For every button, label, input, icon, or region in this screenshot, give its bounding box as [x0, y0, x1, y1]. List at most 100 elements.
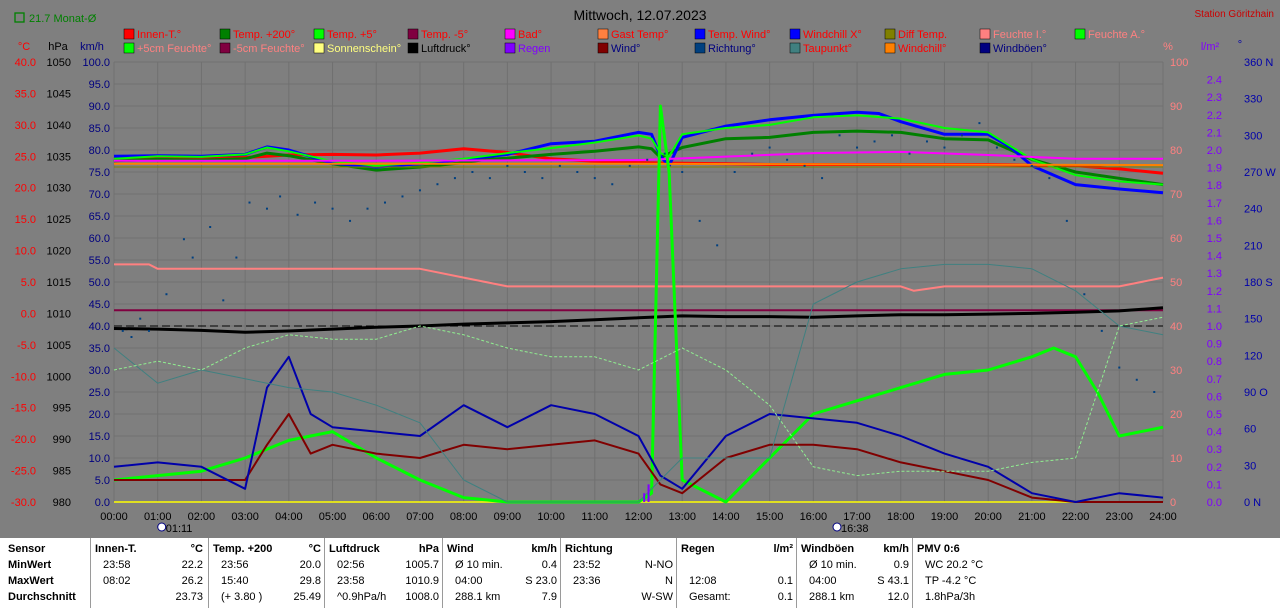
pressure-tick-label: 985 [53, 466, 71, 478]
stats-avg-time: 288.1 km [809, 591, 855, 603]
time-tick-label: 13:00 [668, 511, 696, 523]
direction-point [1100, 329, 1103, 332]
time-tick-label: 07:00 [406, 511, 434, 523]
stats-min-value: 0.9 [893, 559, 909, 571]
stats-column: Temp. +200 °C 23:56 20.0 15:40 29.8 (+ 3.80 ) 2… [208, 538, 325, 608]
stats-column-unit: °C [190, 543, 203, 555]
humidity-tick-label: 90 [1170, 101, 1182, 113]
series-line [113, 316, 1164, 477]
time-tick-label: 05:00 [319, 511, 347, 523]
stats-max-value: 0.1 [777, 575, 793, 587]
direction-point [1013, 158, 1016, 161]
direction-point [943, 146, 946, 149]
stats-min-time: Ø 10 min. [809, 559, 857, 571]
rain-tick-label: 2.1 [1207, 127, 1222, 139]
rain-tick-label: 2.3 [1207, 92, 1222, 104]
direction-point [821, 177, 824, 180]
series-line [114, 150, 1163, 162]
weather-chart: 40.0 35.0 30.0 25.0 20.0 15.0 10.0 5.0 0.0 -5.0 -1… [10, 7, 1277, 535]
pressure-tick-label: 1040 [47, 120, 71, 132]
time-tick-label: 20:00 [974, 511, 1002, 523]
legend-swatch [407, 42, 419, 54]
direction-tick-label: 180 S [1244, 277, 1273, 289]
stats-column: Innen-T. °C 23:58 22.2 08:02 26.2 23.73 [90, 538, 207, 608]
legend-item-label: Feuchte I.° [993, 29, 1046, 41]
direction-point [366, 207, 369, 210]
wind-tick-label: 85.0 [89, 123, 110, 135]
pressure-axis-unit: hPa [48, 41, 68, 53]
legend-item-label: Richtung° [708, 43, 756, 55]
legend-swatch [123, 28, 135, 40]
rain-axis-unit: l/m² [1201, 41, 1220, 53]
stats-column-unit: km/h [883, 543, 909, 555]
stats-column-unit: km/h [531, 543, 557, 555]
rain-tick-label: 1.9 [1207, 163, 1222, 175]
legend-swatch [123, 42, 135, 54]
pressure-tick-label: 1050 [47, 57, 71, 69]
legend-item-label: Wind° [611, 43, 640, 55]
rain-tick-label: 1.5 [1207, 233, 1222, 245]
stats-min-time: 23:58 [103, 559, 131, 571]
stats-column-unit: °C [308, 543, 321, 555]
humidity-tick-label: 100 [1170, 57, 1188, 69]
time-tick-label: 19:00 [931, 511, 959, 523]
pressure-tick-label: 980 [53, 497, 71, 509]
stats-column: Regen l/m² 12:08 0.1 Gesamt: 0.1 [676, 538, 797, 608]
direction-tick-label: 0 N [1244, 497, 1261, 509]
direction-point [681, 171, 684, 173]
legend-swatch [789, 28, 801, 40]
series-line [113, 355, 1164, 503]
direction-point [436, 183, 439, 186]
pressure-tick-label: 1015 [47, 277, 71, 289]
direction-point [1135, 378, 1138, 381]
legend-item-label: Luftdruck° [421, 43, 471, 55]
direction-point [191, 256, 194, 259]
stats-min-time: 02:56 [337, 559, 365, 571]
stats-avg-time: ^0.9hPa/h [337, 591, 387, 603]
legend-swatch [979, 28, 991, 40]
direction-point [349, 219, 352, 222]
stats-column-unit: l/m² [773, 543, 793, 555]
stats-max-time: 04:00 [809, 575, 837, 587]
stats-column: Richtung 23:52 N-NO 23:36 N W-SW [560, 538, 677, 608]
stats-avg-value: 25.49 [293, 591, 321, 603]
rain-tick-label: 2.4 [1207, 75, 1222, 87]
legend-swatch [1074, 28, 1086, 40]
stats-min-value: N-NO [644, 559, 673, 571]
stats-max-time: 08:02 [103, 575, 131, 587]
rain-tick-label: 1.2 [1207, 286, 1222, 298]
stats-avg-label: Durchschnitt [8, 591, 76, 603]
direction-point [265, 207, 268, 210]
legend-swatch [504, 42, 516, 54]
stats-max-time: 04:00 [455, 575, 483, 587]
wind-tick-label: 30.0 [89, 365, 110, 377]
stats-avg-time: 1.8hPa/3h [925, 591, 976, 603]
pressure-tick-label: 995 [53, 403, 71, 415]
direction-point [235, 256, 238, 259]
series-line [114, 413, 1163, 503]
direction-point [1030, 164, 1033, 167]
stats-min-time: WC 20.2 °C [925, 559, 984, 571]
direction-point [139, 317, 142, 320]
stats-column-unit: hPa [418, 543, 439, 555]
time-tick-label: 14:00 [712, 511, 740, 523]
time-tick-label: 22:00 [1062, 511, 1090, 523]
chart-series-layer [113, 104, 1164, 504]
direction-tick-label: 330 [1244, 94, 1262, 106]
temp-tick-label: 15.0 [15, 214, 36, 226]
legend-swatch [407, 28, 419, 40]
direction-tick-label: 60 [1244, 424, 1256, 436]
chart-grid [113, 61, 1164, 503]
direction-point [803, 164, 806, 167]
time-tick-label: 23:00 [1106, 511, 1134, 523]
stats-avg-time: 288.1 km [455, 591, 501, 603]
pressure-tick-label: 1005 [47, 340, 71, 352]
direction-point [960, 134, 963, 137]
chart-axes-layer: 40.0 35.0 30.0 25.0 20.0 15.0 10.0 5.0 0.0 -5.0 -1… [11, 57, 1276, 535]
time-tick-label: 06:00 [362, 511, 390, 523]
wind-tick-label: 100.0 [82, 57, 110, 69]
wind-tick-label: 45.0 [89, 299, 110, 311]
rain-tick-label: 0.8 [1207, 356, 1222, 368]
wind-tick-label: 70.0 [89, 189, 110, 201]
direction-point [856, 146, 859, 149]
